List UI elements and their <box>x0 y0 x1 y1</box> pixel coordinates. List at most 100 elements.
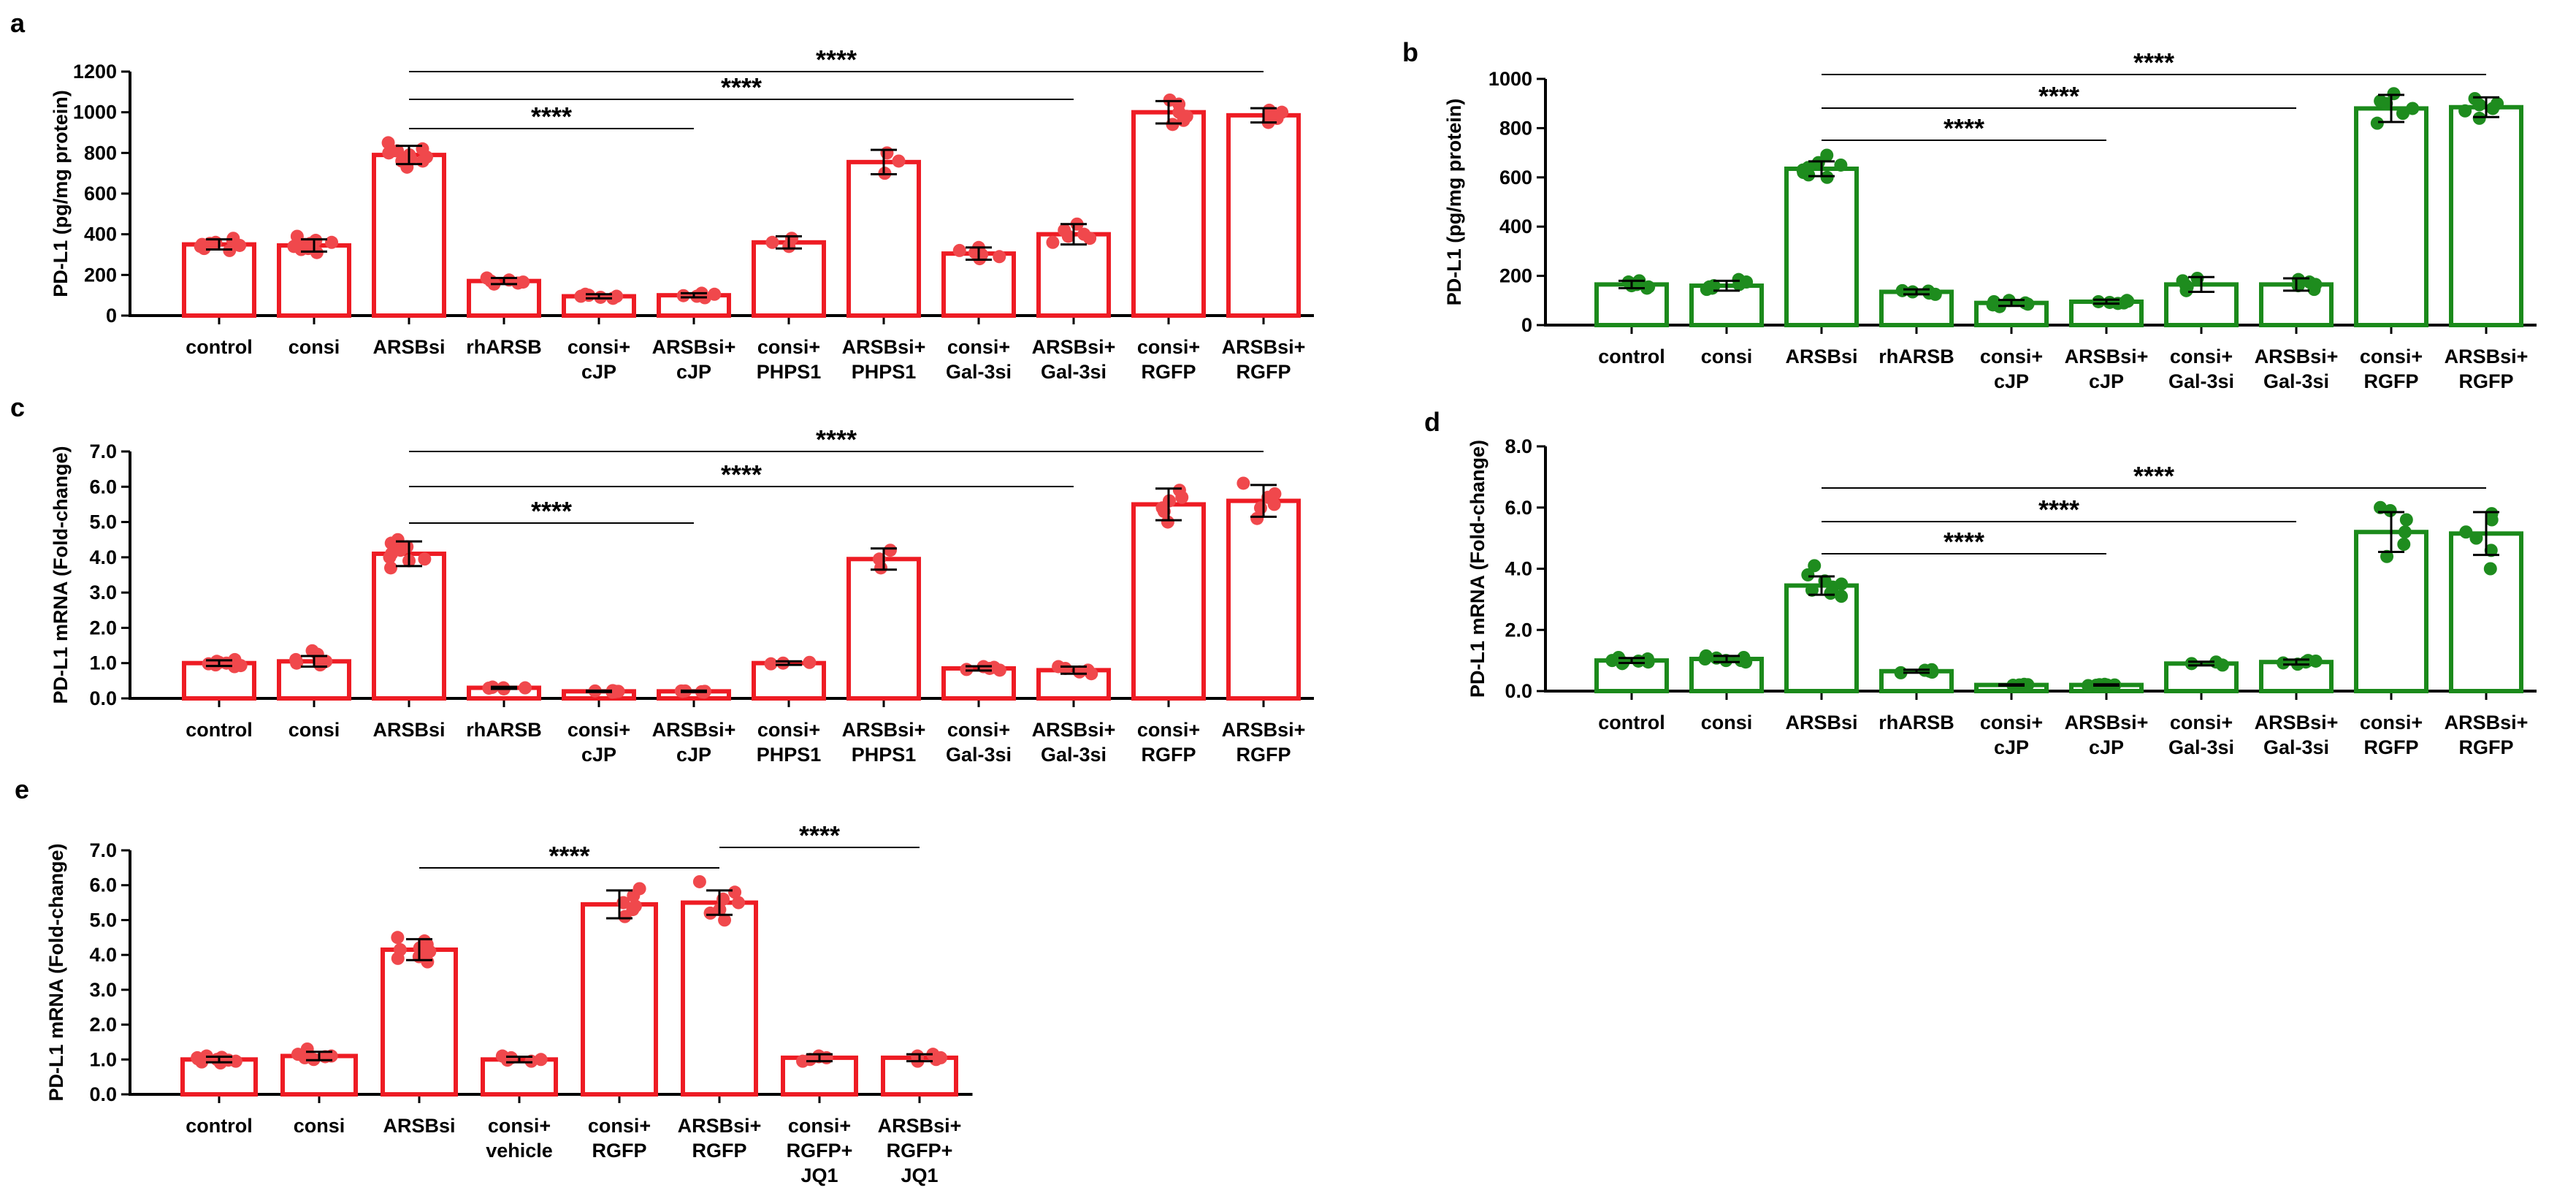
data-point-b <box>2458 104 2472 118</box>
data-point-b <box>1820 148 1834 162</box>
x-tick-label-c: consi+ <box>757 719 820 741</box>
significance-label-b: **** <box>1944 113 1984 143</box>
x-tick-label-a: consi+ <box>757 336 820 358</box>
y-tick-label-b: 600 <box>1499 167 1532 188</box>
data-point-c <box>385 547 399 561</box>
data-point-a <box>708 287 722 301</box>
data-point-c <box>234 659 248 673</box>
y-tick-label-d: 4.0 <box>1505 558 1532 580</box>
data-point-b <box>2291 272 2305 286</box>
data-point-a <box>484 274 498 288</box>
y-tick-label-e: 2.0 <box>89 1014 117 1036</box>
data-point-e <box>718 913 732 927</box>
x-tick-label-c: RGFP <box>1141 744 1196 766</box>
significance-label-b: **** <box>2038 81 2079 111</box>
data-point-b <box>2406 102 2420 115</box>
bar-b <box>2449 104 2523 327</box>
y-tick-label-c: 6.0 <box>89 476 117 497</box>
x-tick-label-b: RGFP <box>2363 370 2418 392</box>
x-tick-label-b: rhARSB <box>1879 346 1954 367</box>
x-tick-label-c: ARSBsi <box>372 719 445 741</box>
x-tick-label-e: consi <box>294 1115 345 1137</box>
bar-a <box>372 153 446 318</box>
data-point-a <box>784 232 798 245</box>
data-point-e <box>732 896 746 910</box>
data-point-c <box>1052 660 1066 674</box>
data-point-b <box>2387 87 2401 101</box>
x-tick-label-b: ARSBsi+ <box>2065 346 2149 367</box>
y-tick-label-a: 400 <box>84 224 117 245</box>
data-point-b <box>1922 284 1935 298</box>
data-point-d <box>1824 587 1838 600</box>
x-tick-label-e: control <box>186 1115 253 1137</box>
x-tick-label-b: cJP <box>1994 370 2029 392</box>
x-tick-label-d: cJP <box>2089 736 2124 758</box>
x-tick-label-c: consi+ <box>1137 719 1200 741</box>
significance-label-a: **** <box>531 102 572 131</box>
data-point-d <box>2380 549 2394 563</box>
x-tick-label-a: cJP <box>676 361 711 383</box>
data-point-d <box>2019 678 2033 692</box>
data-point-e <box>728 885 742 899</box>
data-point-d <box>1808 559 1822 573</box>
y-tick-label-a: 0 <box>106 305 117 327</box>
bar-b <box>1594 282 1669 327</box>
data-point-a <box>290 229 304 243</box>
x-tick-label-d: control <box>1598 712 1665 733</box>
x-tick-label-a: ARSBsi+ <box>1032 336 1116 358</box>
x-tick-label-e: RGFP+ <box>787 1140 853 1162</box>
data-point-a <box>381 136 395 150</box>
x-tick-label-b: Gal-3si <box>2263 370 2329 392</box>
x-tick-label-d: rhARSB <box>1879 712 1954 733</box>
data-point-b <box>2180 280 2194 294</box>
data-point-b <box>1705 281 1719 295</box>
x-tick-label-a: consi <box>288 336 340 358</box>
data-point-d <box>2374 500 2388 514</box>
y-tick-label-e: 1.0 <box>89 1048 117 1070</box>
x-tick-label-a: PHPS1 <box>852 361 917 383</box>
x-tick-label-b: RGFP <box>2458 370 2513 392</box>
x-tick-label-d: consi <box>1701 712 1753 733</box>
y-tick-label-b: 0 <box>1521 314 1532 336</box>
x-tick-label-e: vehicle <box>486 1140 553 1162</box>
bar-d <box>1784 583 1859 693</box>
y-axis-label-a: PD-L1 (pg/mg protein) <box>50 90 72 297</box>
significance-label-c: **** <box>816 424 857 454</box>
data-point-c <box>764 657 778 671</box>
x-tick-label-b: ARSBsi <box>1785 346 1857 367</box>
x-tick-label-a: ARSBsi+ <box>1222 336 1306 358</box>
x-tick-label-a: consi+ <box>1137 336 1200 358</box>
bar-e <box>381 947 458 1097</box>
y-tick-label-d: 6.0 <box>1505 497 1532 519</box>
y-tick-label-e: 3.0 <box>89 979 117 1001</box>
data-point-d <box>1801 568 1815 582</box>
data-point-e <box>534 1053 548 1067</box>
data-point-b <box>1796 163 1810 177</box>
y-tick-label-c: 7.0 <box>89 441 117 462</box>
y-tick-label-c: 0.0 <box>89 687 117 709</box>
data-point-d <box>2383 503 2397 517</box>
data-point-c <box>315 657 329 671</box>
data-point-a <box>765 235 779 249</box>
x-tick-label-c: control <box>186 719 253 741</box>
data-point-a <box>1046 235 1060 249</box>
y-axis-label-c: PD-L1 mRNA (Fold-change) <box>50 446 72 704</box>
significance-label-b: **** <box>2133 47 2174 77</box>
data-point-a <box>1058 224 1071 237</box>
data-point-e <box>703 906 717 920</box>
data-point-b <box>1834 158 1848 172</box>
data-point-a <box>993 250 1006 264</box>
significance-label-d: **** <box>2133 461 2174 491</box>
significance-label-a: **** <box>721 72 762 102</box>
x-tick-label-e: JQ1 <box>901 1164 938 1186</box>
x-tick-label-c: consi+ <box>947 719 1010 741</box>
data-point-e <box>291 1048 305 1061</box>
y-tick-label-b: 800 <box>1499 117 1532 139</box>
y-tick-label-b: 1000 <box>1488 68 1532 90</box>
x-tick-label-b: consi <box>1701 346 1753 367</box>
y-tick-label-a: 1200 <box>73 61 117 83</box>
data-point-b <box>1986 298 2000 312</box>
x-tick-label-e: JQ1 <box>800 1164 838 1186</box>
x-tick-label-c: cJP <box>581 744 616 766</box>
x-tick-label-c: Gal-3si <box>946 744 1012 766</box>
